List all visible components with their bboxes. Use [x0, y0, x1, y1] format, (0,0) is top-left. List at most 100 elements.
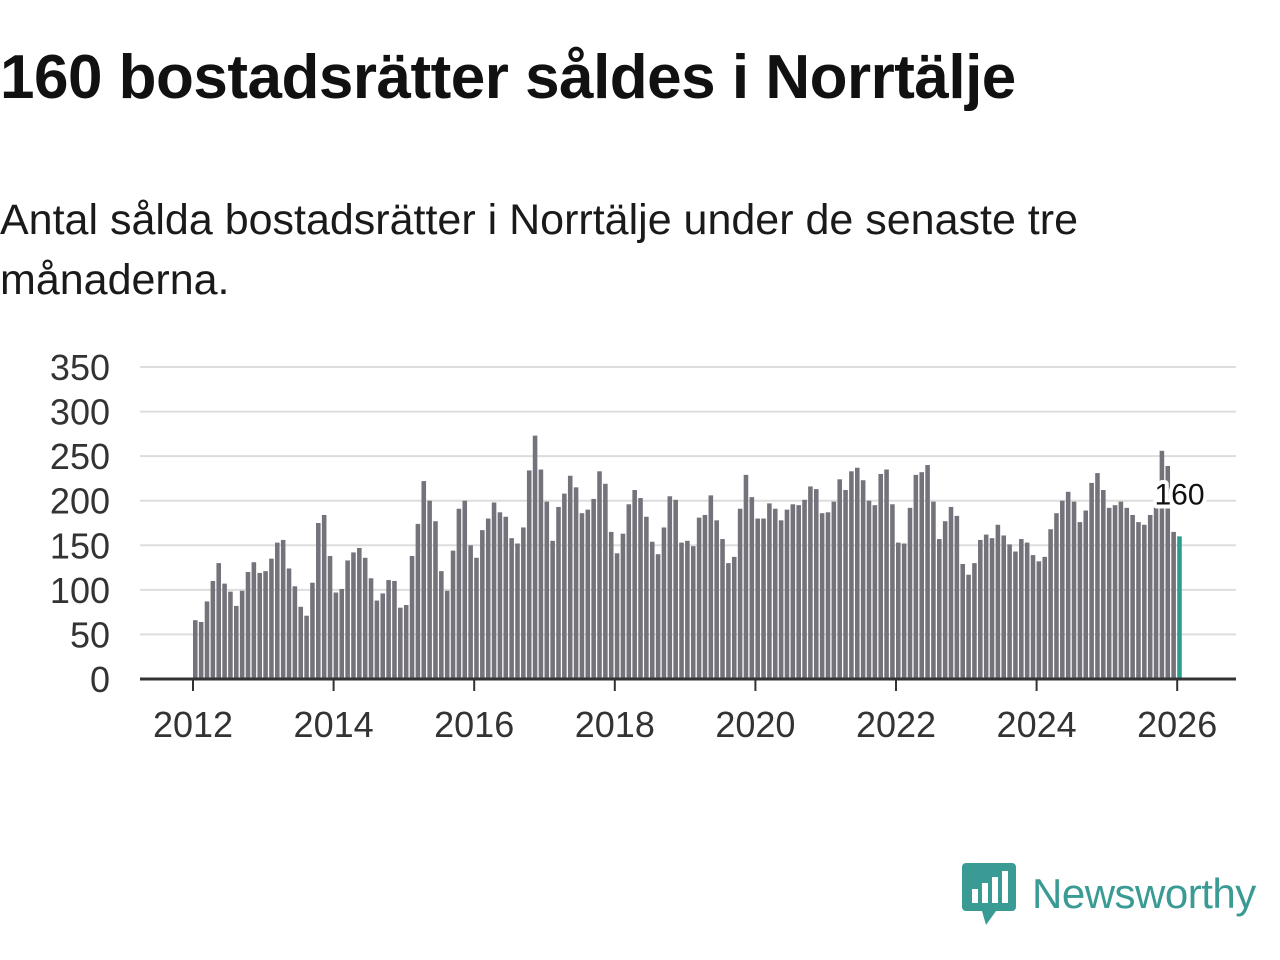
bar [368, 578, 374, 679]
bar [931, 501, 936, 679]
bar [989, 538, 995, 679]
bar [193, 620, 198, 679]
bar [796, 505, 801, 679]
bar [521, 527, 526, 679]
bar [216, 563, 222, 679]
bar [667, 496, 673, 679]
bar [731, 556, 737, 679]
bar [1083, 510, 1089, 679]
bar [491, 502, 497, 679]
x-tick-label: 2012 [153, 704, 233, 745]
bar [737, 508, 743, 679]
bar-highlight [1177, 536, 1182, 679]
bar [942, 521, 948, 679]
bar [1130, 514, 1135, 679]
bar [398, 607, 403, 679]
bar [978, 539, 983, 679]
bar [1065, 491, 1071, 679]
bar [1089, 482, 1094, 679]
bar [1147, 514, 1153, 679]
bar [843, 490, 848, 679]
bar [1001, 535, 1007, 679]
bar [550, 540, 555, 679]
bar [1095, 473, 1100, 679]
bar [269, 558, 274, 679]
bar [556, 506, 561, 679]
bar [298, 606, 304, 679]
x-tick-label: 2014 [294, 704, 374, 745]
bar [327, 555, 333, 679]
bar [263, 571, 268, 679]
bar [690, 546, 696, 679]
bar [1054, 513, 1059, 679]
y-tick-label: 200 [50, 481, 110, 522]
bar [960, 564, 966, 679]
bar [948, 506, 954, 679]
bar [351, 552, 356, 679]
bar [784, 509, 790, 679]
bar [673, 499, 678, 679]
bar [562, 493, 567, 679]
bar [878, 473, 883, 679]
x-tick-label: 2018 [575, 704, 655, 745]
newsworthy-logo[interactable]: Newsworthy [962, 862, 1256, 926]
bar [456, 508, 462, 679]
bar [345, 560, 350, 679]
bar [444, 590, 450, 679]
bar [357, 547, 362, 679]
bar [515, 543, 520, 679]
bar [860, 480, 866, 679]
bar [825, 512, 831, 679]
x-tick-label: 2020 [715, 704, 795, 745]
bar [1159, 450, 1165, 679]
bar [626, 504, 632, 679]
bar [245, 572, 251, 679]
bar [884, 469, 889, 679]
bar [790, 504, 796, 679]
y-tick-label: 300 [50, 392, 110, 433]
bar [767, 503, 772, 679]
bar [380, 593, 386, 679]
bar [579, 513, 585, 679]
bar [286, 568, 292, 679]
bar [585, 509, 591, 679]
bar [983, 534, 989, 679]
bar [808, 486, 813, 679]
bar [292, 586, 298, 679]
bar [239, 590, 245, 679]
bar [427, 500, 432, 679]
bar [321, 514, 327, 679]
bar [761, 518, 766, 679]
bar [257, 572, 263, 679]
x-tick-label: 2024 [997, 704, 1077, 745]
bar [497, 512, 503, 679]
bar [409, 555, 415, 679]
bar [333, 592, 339, 679]
bar [890, 504, 895, 679]
bar [937, 539, 942, 679]
axes [140, 677, 1236, 691]
bar [532, 435, 538, 679]
bar [339, 588, 345, 679]
bar [415, 523, 421, 679]
newsworthy-logo-icon [962, 863, 1016, 925]
bar [726, 563, 731, 679]
bar [234, 605, 239, 679]
page-title: 160 bostadsrätter såldes i Norrtälje [0, 43, 1016, 112]
bar [854, 467, 860, 679]
bar [638, 498, 643, 679]
bar [655, 554, 661, 679]
bar [439, 571, 444, 679]
bar [919, 472, 925, 679]
bar [421, 481, 427, 679]
bar [708, 495, 714, 679]
chart-subtitle: Antal sålda bostadsrätter i Norrtälje un… [0, 196, 1078, 304]
bar [802, 499, 807, 679]
bar [526, 470, 532, 679]
bar [204, 601, 210, 679]
bar [831, 501, 837, 679]
bar [280, 539, 286, 679]
bar [632, 490, 637, 679]
bars [193, 435, 1182, 679]
